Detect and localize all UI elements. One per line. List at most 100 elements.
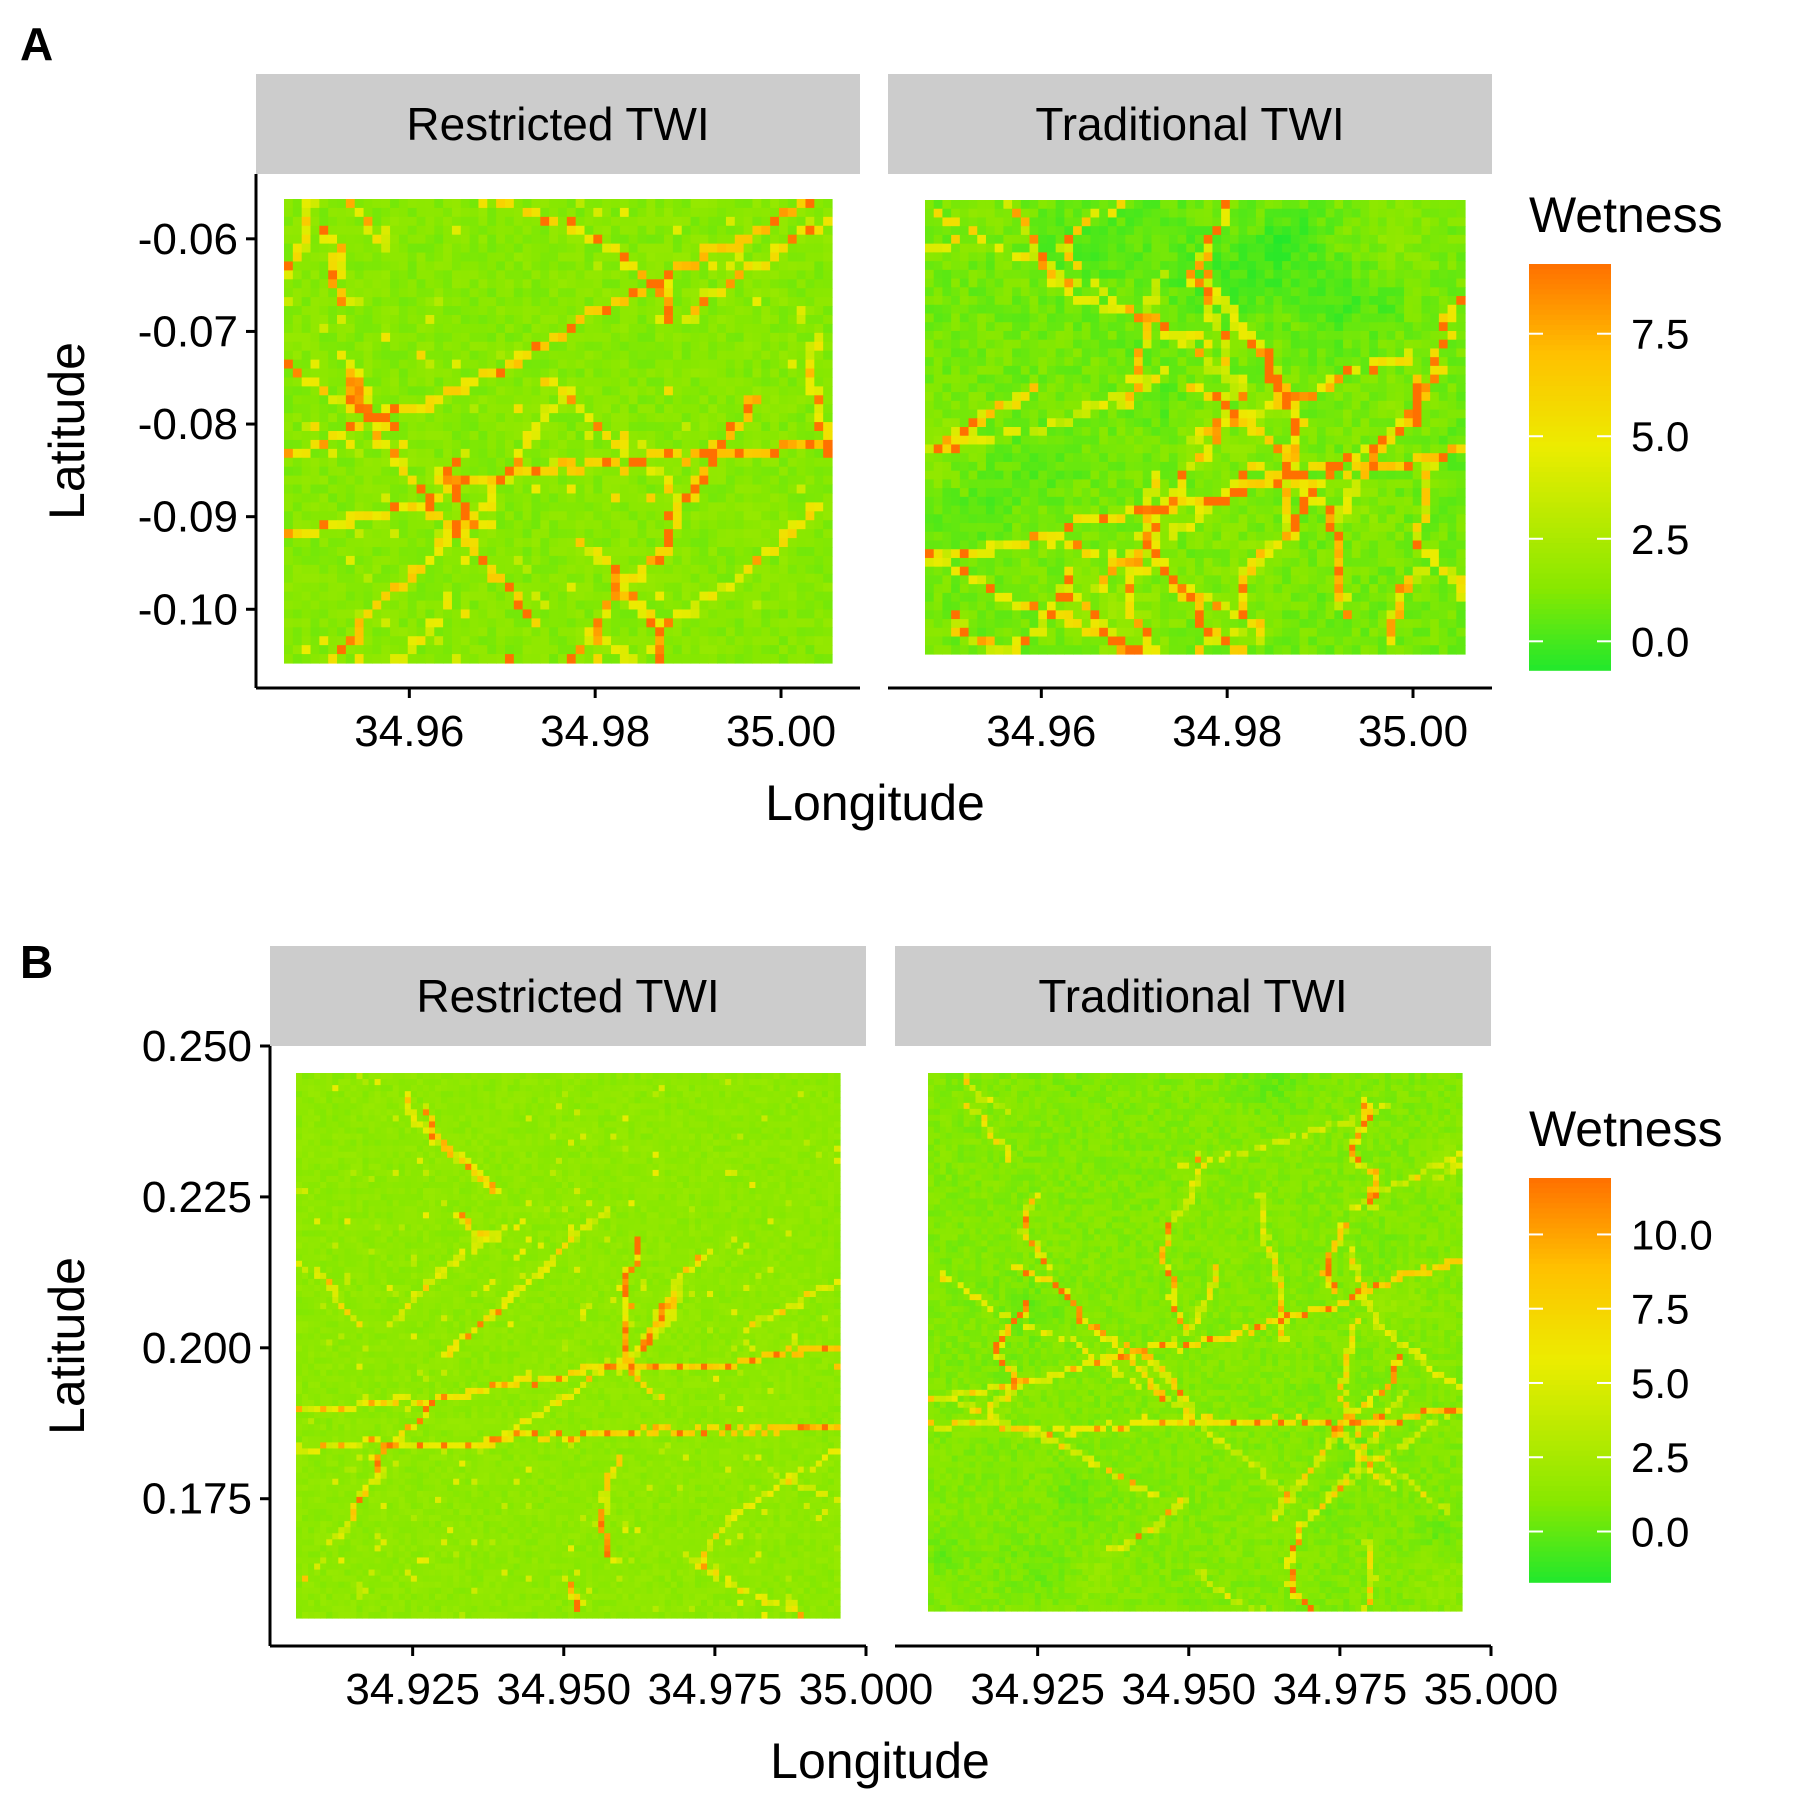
legend-colorbar-segment (1529, 578, 1611, 585)
legend-colorbar-segment (1529, 284, 1611, 291)
x-tick-label: 34.96 (986, 707, 1096, 756)
legend-colorbar-segment (1529, 294, 1611, 301)
legend-colorbar-segment (1529, 614, 1611, 621)
legend-colorbar-segment (1529, 1369, 1611, 1376)
legend: Wetness 10.0 7.5 5.0 2.5 0.0 (1529, 1101, 1723, 1583)
x-axis-title: Longitude (770, 1733, 990, 1789)
panel-letter: A (20, 18, 53, 70)
legend-colorbar-segment (1529, 1415, 1611, 1422)
legend-colorbar-segment (1529, 482, 1611, 489)
legend-colorbar-segment (1529, 472, 1611, 478)
legend-title: Wetness (1529, 187, 1723, 243)
facet-restricted: Restricted TWI 34.925 34.950 34.975 35.000 0.… (142, 946, 933, 1714)
y-tick-label: 0.200 (142, 1324, 252, 1373)
facet-restricted: Restricted TWI 34.96 34.98 35.00 -0.06 -0.07 -… (138, 74, 860, 756)
legend-colorbar-segment (1529, 309, 1611, 316)
legend-colorbar-segment (1529, 527, 1611, 534)
x-tick-label: 35.000 (799, 1665, 934, 1714)
legend-colorbar-segment (1529, 1208, 1611, 1215)
legend-label: 2.5 (1631, 516, 1689, 563)
legend-colorbar-segment (1529, 558, 1611, 565)
wetness-raster (296, 1073, 841, 1619)
legend-colorbar-segment (1529, 426, 1611, 433)
y-axis-title: Latitude (39, 342, 95, 520)
legend-colorbar-segment (1529, 406, 1611, 412)
legend-colorbar-segment (1529, 1571, 1611, 1578)
legend-colorbar-segment (1529, 1400, 1611, 1407)
x-tick-label: 34.975 (648, 1665, 783, 1714)
legend-colorbar-segment (1529, 1213, 1611, 1220)
facet-traditional: Traditional TWI 34.925 34.950 34.975 35.000 (895, 946, 1558, 1714)
panel-letter: B (20, 936, 53, 988)
legend-colorbar-segment (1529, 598, 1611, 605)
legend-colorbar-segment (1529, 1405, 1611, 1412)
legend-label: 7.5 (1631, 1286, 1689, 1333)
legend-colorbar-segment (1529, 1248, 1611, 1255)
legend-colorbar-segment (1529, 1349, 1611, 1356)
legend-colorbar-segment (1529, 385, 1611, 392)
legend-colorbar-segment (1529, 548, 1611, 555)
chart-panel-B: B Restricted TWI 34.925 34.950 34.975 35.000 0… (20, 936, 1723, 1789)
legend-colorbar-segment (1529, 1279, 1611, 1285)
legend-colorbar-segment (1529, 583, 1611, 590)
legend-colorbar-segment (1529, 1268, 1611, 1275)
x-tick-label: 34.98 (1172, 707, 1282, 756)
legend-colorbar-segment (1529, 1289, 1611, 1295)
legend-colorbar-segment (1529, 1263, 1611, 1270)
legend-title: Wetness (1529, 1101, 1723, 1157)
legend-label: 0.0 (1631, 618, 1689, 665)
legend-colorbar-segment (1529, 664, 1611, 671)
wetness-raster (284, 199, 833, 664)
x-tick-label: 34.950 (1121, 1665, 1256, 1714)
legend-colorbar-segment (1529, 421, 1611, 428)
x-tick-label: 34.925 (345, 1665, 480, 1714)
legend-colorbar-segment (1529, 1273, 1611, 1280)
legend-label: 7.5 (1631, 311, 1689, 358)
legend-colorbar-segment (1529, 289, 1611, 296)
legend-colorbar-segment (1529, 1566, 1611, 1573)
legend-colorbar-segment (1529, 1178, 1611, 1184)
legend-colorbar-segment (1529, 1228, 1611, 1235)
legend-colorbar-segment (1529, 1203, 1611, 1210)
legend-colorbar-segment (1529, 1430, 1611, 1437)
legend-colorbar-segment (1529, 1299, 1611, 1306)
legend-colorbar-segment (1529, 497, 1611, 504)
legend-colorbar-segment (1529, 593, 1611, 600)
wetness-raster (928, 1073, 1463, 1612)
legend-label: 5.0 (1631, 413, 1689, 460)
legend-colorbar-segment (1529, 619, 1611, 626)
y-tick-label: 0.175 (142, 1475, 252, 1524)
wetness-raster (925, 200, 1466, 655)
legend-colorbar-segment (1529, 644, 1611, 651)
legend-colorbar-segment (1529, 1531, 1611, 1538)
legend-colorbar-segment (1529, 1420, 1611, 1427)
x-tick-label: 35.00 (1358, 707, 1468, 756)
legend-colorbar-segment (1529, 1380, 1611, 1386)
legend-colorbar-segment (1529, 538, 1611, 544)
legend-colorbar-segment (1529, 1496, 1611, 1502)
legend-colorbar-segment (1529, 492, 1611, 499)
legend-colorbar-segment (1529, 553, 1611, 560)
legend-colorbar-segment (1529, 1521, 1611, 1528)
legend-colorbar-segment (1529, 1344, 1611, 1351)
legend-colorbar-segment (1529, 1455, 1611, 1462)
legend-colorbar-segment (1529, 1233, 1611, 1240)
legend-colorbar-segment (1529, 461, 1611, 468)
legend-colorbar-segment (1529, 1218, 1611, 1225)
legend-colorbar-segment (1529, 1329, 1611, 1336)
legend-colorbar-segment (1529, 1536, 1611, 1543)
chart-panel-A: A Restricted TWI 34.96 34.98 35.00 -0.06 -0.07… (20, 18, 1723, 831)
legend-colorbar-segment (1529, 299, 1611, 306)
legend-colorbar-segment (1529, 1198, 1611, 1205)
legend-colorbar-segment (1529, 390, 1611, 397)
legend-label: 2.5 (1631, 1434, 1689, 1481)
legend-colorbar-segment (1529, 1465, 1611, 1472)
legend-colorbar-segment (1529, 1491, 1611, 1497)
legend-colorbar-segment (1529, 370, 1611, 377)
y-tick-label: -0.08 (138, 400, 238, 449)
legend-label: 0.0 (1631, 1509, 1689, 1556)
legend-colorbar-segment (1529, 1541, 1611, 1548)
legend-colorbar-segment (1529, 1183, 1611, 1189)
legend-colorbar-segment (1529, 1359, 1611, 1366)
y-axis-title: Latitude (39, 1257, 95, 1435)
